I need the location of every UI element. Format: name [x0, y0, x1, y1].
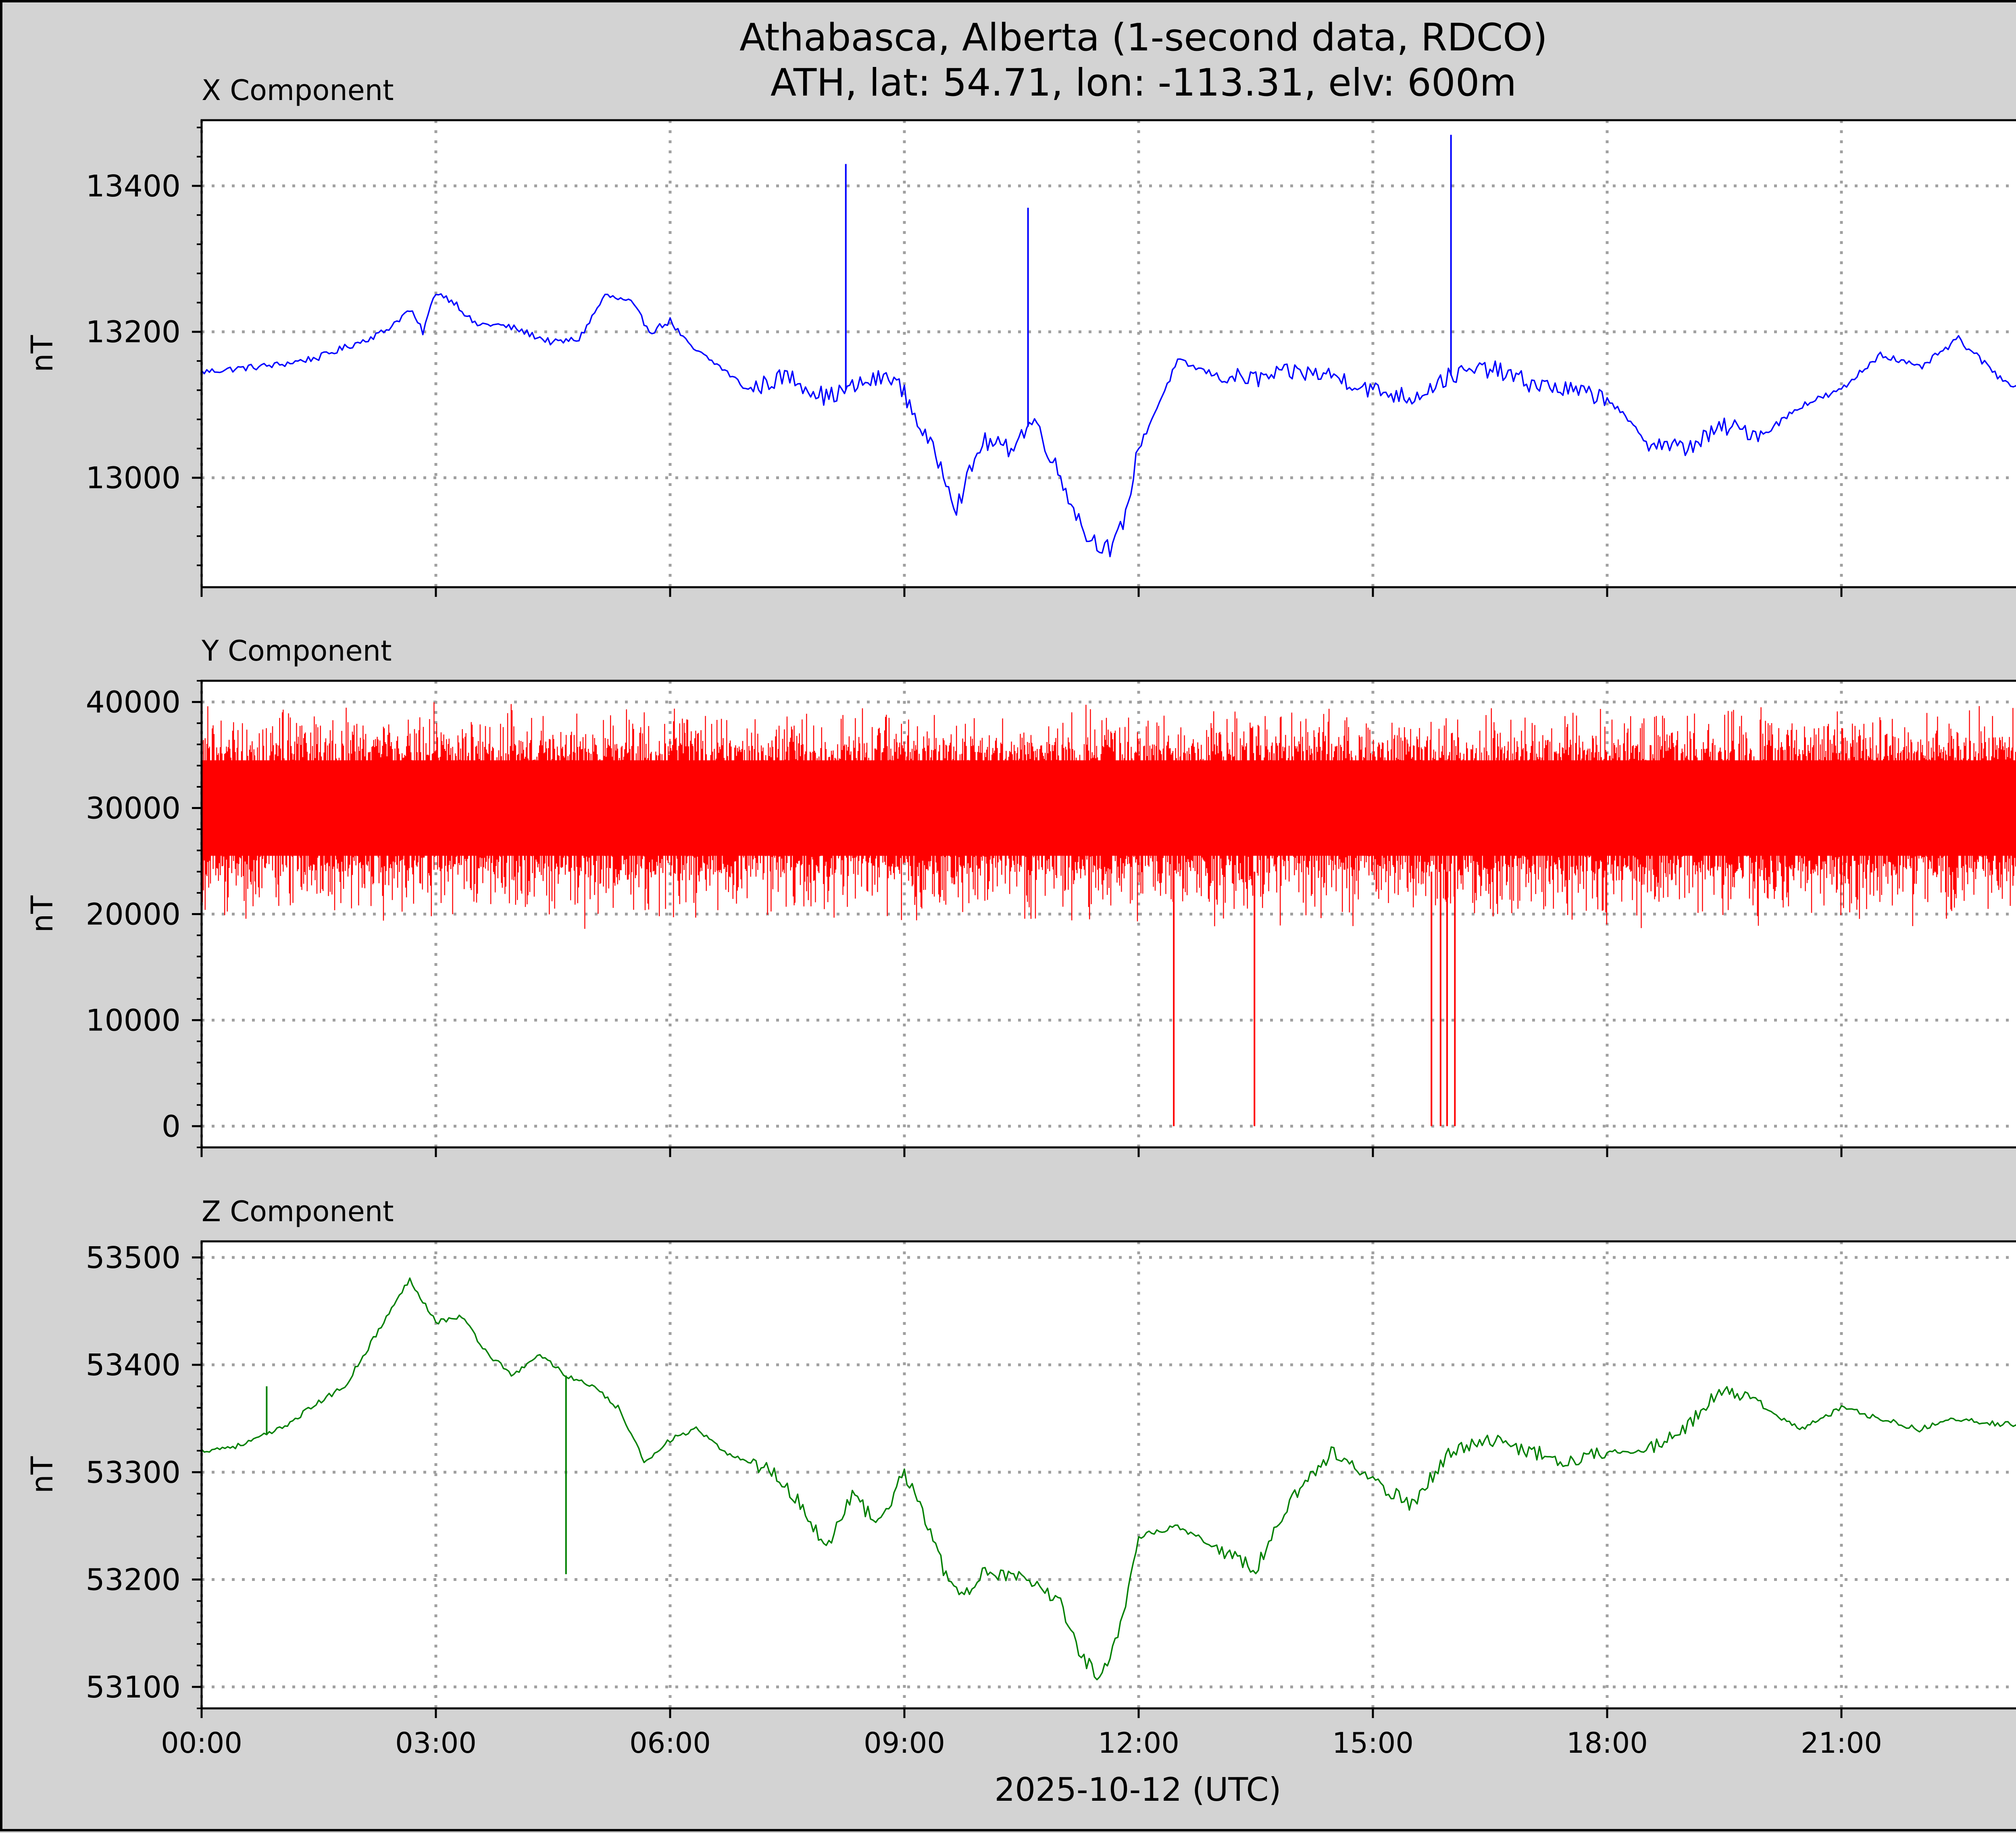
panel-title: Z Component	[202, 1195, 394, 1228]
y-tick-label: 53500	[86, 1241, 181, 1275]
y-tick-label: 30000	[86, 791, 181, 826]
panel-title: Y Component	[201, 634, 392, 667]
y-tick-label: 13000	[86, 461, 181, 496]
x-tick-label: 00:00	[161, 1727, 242, 1760]
y-tick-label: 40000	[86, 685, 181, 720]
y-tick-label: 53300	[86, 1455, 181, 1490]
series-y-component	[202, 702, 2016, 1126]
panel-y-component: 0 10000 20000 30000 40000 Y Component nT	[25, 634, 2016, 1157]
figure-title-line2: ATH, lat: 54.71, lon: -113.31, elv: 600m	[771, 61, 1516, 105]
figure-title-line1: Athabasca, Alberta (1-second data, RDCO)	[739, 16, 1547, 60]
y-tick-label: 0	[162, 1109, 181, 1144]
series-line	[202, 293, 2016, 557]
y-tick-label: 53200	[86, 1563, 181, 1597]
y-tick-label: 53400	[86, 1348, 181, 1383]
series-x-component	[202, 135, 2016, 557]
panels: 13000 13200 13400 X Component nT 0 10000 20000 3…	[25, 74, 2016, 1760]
y-tick-label: 10000	[86, 1003, 181, 1038]
y-tick-label: 13400	[86, 169, 181, 204]
x-tick-label: 06:00	[629, 1727, 711, 1760]
plot-area	[202, 1241, 2016, 1708]
x-tick-label: 03:00	[395, 1727, 477, 1760]
noise-band	[202, 702, 2016, 929]
x-tick-label: 12:00	[1098, 1727, 1179, 1760]
y-tick-label: 53100	[86, 1670, 181, 1705]
panel-title: X Component	[202, 74, 394, 107]
y-axis-label: nT	[25, 1456, 60, 1493]
panel-x-component: 13000 13200 13400 X Component nT	[25, 74, 2016, 597]
series-line	[202, 1277, 2016, 1681]
y-axis-label: nT	[25, 335, 60, 372]
x-tick-label: 09:00	[864, 1727, 945, 1760]
x-tick-label: 21:00	[1801, 1727, 1882, 1760]
panel-z-component: 00:00 03:00 06:00 09:00 12:00 15:00 18:00 21:00…	[25, 1195, 2016, 1760]
y-tick-label: 20000	[86, 897, 181, 932]
series-z-component	[202, 1277, 2016, 1681]
y-axis-label: nT	[25, 895, 60, 933]
x-tick-label: 15:00	[1332, 1727, 1414, 1760]
x-tick-label: 18:00	[1566, 1727, 1648, 1760]
plot-area	[202, 120, 2016, 587]
x-axis-label: 2025-10-12 (UTC)	[994, 1771, 1281, 1808]
y-tick-label: 13200	[86, 315, 181, 350]
